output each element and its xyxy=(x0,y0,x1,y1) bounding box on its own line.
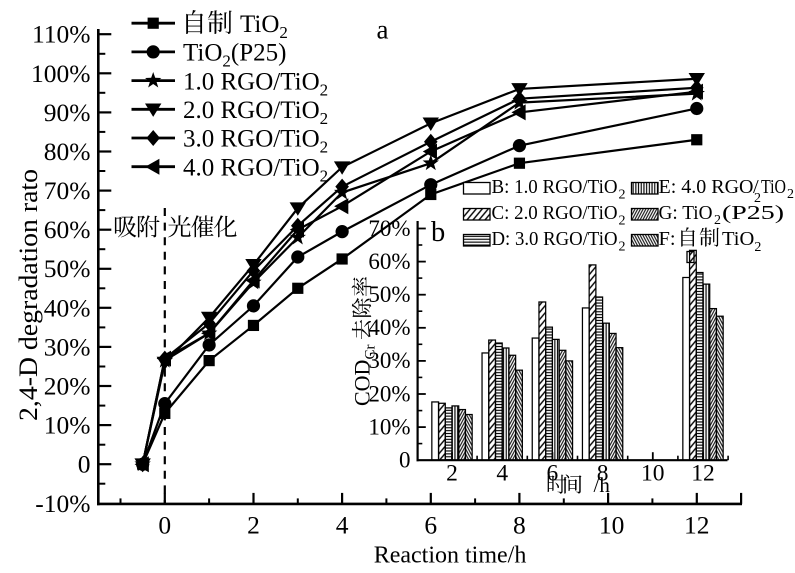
svg-text:C: 2.0 RGO/TiO: C: 2.0 RGO/TiO xyxy=(492,202,618,224)
svg-text:2: 2 xyxy=(787,187,794,202)
svg-text:12: 12 xyxy=(691,461,715,487)
svg-text:(P25): (P25) xyxy=(722,202,784,224)
svg-text:1.0 RGO/TiO2​: 1.0 RGO/TiO2​ xyxy=(183,68,328,99)
svg-text:G: TiO: G: TiO xyxy=(659,202,713,224)
svg-text:70%: 70% xyxy=(368,216,410,241)
svg-text:10: 10 xyxy=(641,461,665,487)
svg-text:100%: 100% xyxy=(31,59,91,88)
svg-text:2: 2 xyxy=(247,511,260,540)
svg-text:2,4-D degradation rato: 2,4-D degradation rato xyxy=(14,169,43,421)
svg-text:90%: 90% xyxy=(44,98,91,127)
svg-text:40%: 40% xyxy=(368,315,410,340)
svg-text:b: b xyxy=(431,217,445,248)
svg-text:10%: 10% xyxy=(368,414,410,439)
svg-text:/h: /h xyxy=(594,473,611,497)
svg-text:D: 3.0 RGO/TiO: D: 3.0 RGO/TiO xyxy=(492,228,618,250)
svg-text:2: 2 xyxy=(619,188,626,203)
svg-text:2: 2 xyxy=(446,461,458,487)
svg-text:80%: 80% xyxy=(44,137,91,166)
svg-text:2.0 RGO/TiO2​: 2.0 RGO/TiO2​ xyxy=(183,97,328,128)
svg-text:30%: 30% xyxy=(368,348,410,373)
svg-text:0: 0 xyxy=(158,511,171,540)
svg-text:E: 4.0 RGO: E: 4.0 RGO xyxy=(659,176,754,198)
svg-text:4: 4 xyxy=(336,511,349,540)
svg-text:2: 2 xyxy=(754,191,761,206)
svg-text:0: 0 xyxy=(78,450,91,479)
svg-text:50%: 50% xyxy=(44,254,91,283)
svg-text:8: 8 xyxy=(513,511,526,540)
svg-text:4: 4 xyxy=(496,461,508,487)
svg-text:40%: 40% xyxy=(44,293,91,322)
svg-text:20%: 20% xyxy=(368,381,410,406)
svg-text:B: 1.0 RGO/TiO: B: 1.0 RGO/TiO xyxy=(492,176,618,198)
svg-text:2: 2 xyxy=(714,213,721,228)
svg-text:Reaction time/h: Reaction time/h xyxy=(374,543,527,569)
svg-text:4.0 RGO/TiO2​: 4.0 RGO/TiO2​ xyxy=(183,154,328,185)
svg-text:-10%: -10% xyxy=(35,489,90,518)
svg-text:70%: 70% xyxy=(44,176,91,205)
svg-text:12: 12 xyxy=(684,511,710,540)
svg-text:3.0 RGO/TiO2​: 3.0 RGO/TiO2​ xyxy=(183,126,328,157)
svg-text:20%: 20% xyxy=(44,372,91,401)
svg-text:/: / xyxy=(753,176,759,198)
svg-text:a: a xyxy=(377,15,389,45)
svg-text:110%: 110% xyxy=(32,20,91,49)
svg-text:30%: 30% xyxy=(44,332,91,361)
svg-text:60%: 60% xyxy=(44,215,91,244)
svg-text:10%: 10% xyxy=(44,411,91,440)
svg-text:TiO: TiO xyxy=(761,176,786,198)
svg-text:F:: F: xyxy=(659,228,676,250)
svg-text:0: 0 xyxy=(399,448,411,473)
svg-text:8: 8 xyxy=(597,461,609,487)
svg-text:6: 6 xyxy=(424,511,437,540)
svg-text:2: 2 xyxy=(619,214,626,229)
svg-text:TiO2​(P25): TiO2​(P25) xyxy=(183,40,286,71)
svg-text:50%: 50% xyxy=(368,282,410,307)
svg-text:10: 10 xyxy=(599,511,625,540)
svg-text:2: 2 xyxy=(619,240,626,255)
svg-text:60%: 60% xyxy=(368,249,410,274)
